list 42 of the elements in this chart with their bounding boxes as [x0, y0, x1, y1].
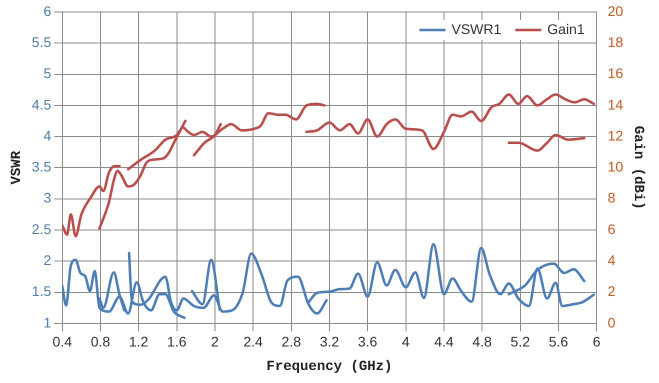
- y-tick-label: 5: [43, 65, 52, 82]
- x-tick-label: 1.2: [128, 334, 149, 350]
- x-tick-label: 2.8: [282, 334, 302, 350]
- x-axis-title: Frequency (GHz): [266, 359, 392, 376]
- y-tick-label: 1: [43, 314, 52, 330]
- x-tick-label: 5.2: [510, 334, 530, 350]
- legend-label: Gain1: [547, 20, 585, 37]
- y-tick-label: 3: [43, 190, 52, 206]
- y2-tick-label: 0: [608, 314, 616, 330]
- y2-tick-label: 2: [608, 283, 616, 300]
- legend-label: VSWR1: [451, 20, 502, 37]
- y2-tick-label: 12: [608, 127, 624, 144]
- y2-tick-label: 8: [608, 190, 616, 206]
- x-tick-label: 6: [592, 334, 601, 350]
- y-tick-label: 5.5: [32, 34, 52, 50]
- x-tick-label: 2.4: [243, 334, 264, 350]
- y2-axis-title: Gain (dBi): [630, 126, 646, 210]
- x-tick-label: 3.6: [358, 334, 378, 350]
- y2-tick-label: 4: [608, 252, 616, 268]
- y2-tick-label: 10: [608, 158, 624, 175]
- x-tick-label: 1.6: [167, 334, 187, 350]
- y-tick-label: 4.5: [32, 96, 52, 112]
- y2-tick-label: 18: [608, 34, 624, 50]
- x-tick-label: 3.2: [320, 334, 340, 350]
- x-tick-label: 4.8: [472, 334, 492, 350]
- y-tick-label: 2: [43, 252, 52, 268]
- y-tick-label: 4: [43, 127, 52, 144]
- y-tick-label: 1.5: [32, 283, 52, 300]
- x-tick-label: 0.4: [52, 334, 72, 350]
- y-axis-title: VSWR: [8, 150, 25, 185]
- y2-tick-label: 6: [608, 220, 616, 237]
- y2-tick-label: 20: [608, 2, 624, 19]
- y-tick-label: 6: [43, 2, 52, 19]
- x-tick-label: 5.6: [548, 334, 568, 350]
- y-tick-label: 2.5: [32, 220, 52, 237]
- x-tick-label: 4: [402, 334, 410, 350]
- x-tick-label: 0.8: [90, 334, 110, 350]
- x-tick-label: 4.4: [434, 334, 454, 350]
- x-tick-label: 2: [211, 334, 220, 350]
- y-tick-label: 3.5: [32, 158, 52, 175]
- y2-tick-label: 16: [608, 65, 624, 82]
- y2-tick-label: 14: [608, 96, 624, 112]
